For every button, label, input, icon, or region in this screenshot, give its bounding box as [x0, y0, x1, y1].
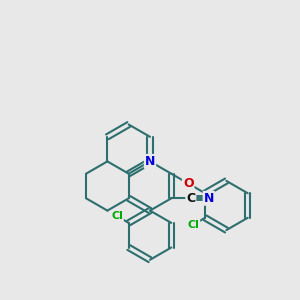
Text: N: N [204, 192, 214, 205]
Text: Cl: Cl [188, 220, 199, 230]
Text: N: N [145, 155, 155, 168]
Text: O: O [183, 177, 194, 190]
Text: Cl: Cl [111, 211, 123, 221]
Text: C: C [186, 192, 195, 205]
